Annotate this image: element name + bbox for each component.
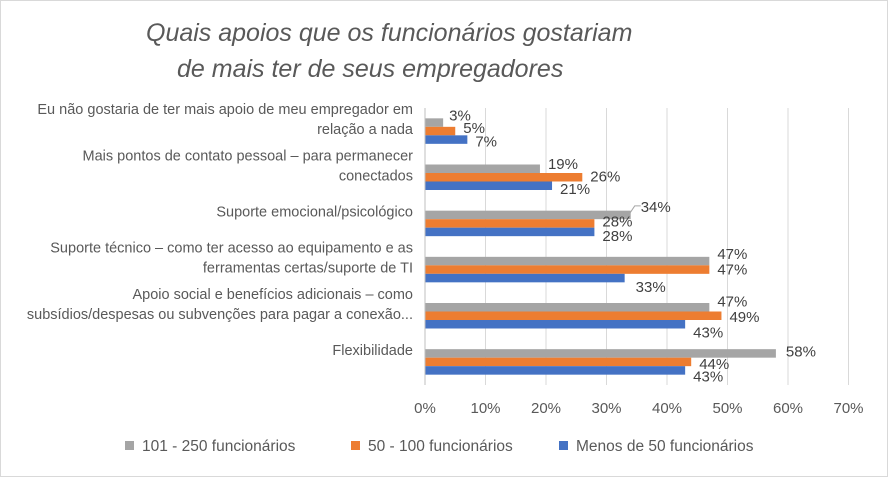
x-tick-label: 10% (470, 400, 500, 417)
category-label: relação a nada (317, 122, 414, 138)
data-label: 21% (560, 181, 590, 198)
bar (425, 219, 595, 228)
data-label: 43% (693, 324, 723, 341)
bar (425, 227, 595, 237)
bar (425, 135, 468, 144)
bar (425, 118, 444, 127)
bar (425, 311, 722, 320)
bar (425, 256, 710, 266)
data-label: 28% (602, 213, 632, 230)
chart-title-line-1: Quais apoios que os funcionários gostari… (146, 19, 633, 47)
bar (425, 164, 540, 173)
x-tick-label: 30% (591, 400, 621, 417)
data-label: 58% (786, 343, 816, 360)
category-label: Eu não gostaria de ter mais apoio de meu… (37, 102, 413, 118)
data-label: 34% (641, 199, 671, 216)
legend-label: 50 - 100 funcionários (368, 438, 513, 455)
category-label: Flexibilidade (332, 343, 413, 359)
bar (425, 173, 583, 182)
x-tick-label: 20% (531, 400, 561, 417)
bar (425, 273, 625, 283)
legend-label: 101 - 250 funcionários (142, 438, 296, 455)
chart-title-line-2: de mais ter de seus empregadores (177, 55, 564, 83)
data-label: 47% (717, 262, 747, 279)
category-label: ferramentas certas/suporte de TI (203, 261, 413, 277)
data-label: 28% (602, 228, 632, 245)
legend-swatch (559, 441, 568, 450)
data-label: 26% (590, 168, 620, 185)
bar (425, 357, 692, 367)
x-tick-label: 60% (773, 400, 803, 417)
data-label: 43% (693, 368, 723, 385)
data-label: 7% (475, 134, 497, 151)
leader-line (628, 205, 641, 216)
data-label: 5% (463, 120, 485, 137)
x-tick-label: 70% (833, 400, 863, 417)
category-label: Apoio social e benefícios adicionais – c… (133, 287, 414, 303)
legend-swatch (351, 441, 360, 450)
data-label: 47% (717, 293, 747, 310)
category-label: subsídios/despesas ou subvenções para pa… (27, 307, 413, 323)
bar (425, 349, 776, 358)
x-tick-label: 40% (652, 400, 682, 417)
category-label: Suporte emocional/psicológico (216, 204, 413, 220)
legend-swatch (125, 441, 134, 450)
category-label: Suporte técnico – como ter acesso ao equ… (50, 241, 413, 257)
data-label: 3% (449, 108, 471, 125)
bar (425, 126, 456, 136)
data-label: 33% (636, 279, 666, 296)
data-label: 19% (548, 156, 578, 173)
category-label: conectados (339, 168, 413, 184)
data-label: 44% (699, 356, 729, 373)
legend-label: Menos de 50 funcionários (576, 438, 754, 455)
bar (425, 265, 710, 274)
bar (425, 181, 553, 190)
bar (425, 366, 686, 375)
category-label: Mais pontos de contato pessoal – para pe… (83, 148, 414, 164)
data-label: 47% (717, 246, 747, 263)
x-tick-label: 50% (712, 400, 742, 417)
bar (425, 320, 686, 329)
data-label: 49% (729, 309, 759, 326)
bar (425, 303, 710, 312)
bar (425, 210, 631, 220)
x-tick-label: 0% (414, 400, 436, 417)
